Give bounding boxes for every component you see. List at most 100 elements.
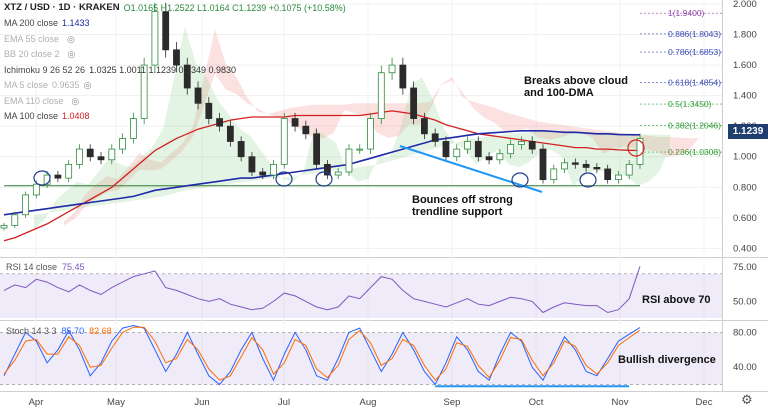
- x-tick-label: Apr: [29, 397, 44, 408]
- stoch-legend: Stoch 14 3 3 85.70 82.68: [6, 326, 112, 336]
- y-tick-label: 1.400: [733, 91, 757, 102]
- candle-body: [248, 156, 256, 173]
- fib-level-label: 0.886(1.8043): [668, 29, 721, 39]
- x-tick-label: Oct: [529, 397, 544, 408]
- indicator-list: MA 200 close 1.1433 EMA 55 close ◎ BB 20 clo…: [4, 16, 346, 125]
- candle-body: [323, 163, 331, 176]
- indicator-row[interactable]: MA 200 close 1.1433: [4, 16, 346, 32]
- candle-body: [205, 102, 213, 119]
- x-tick-label: Nov: [612, 397, 629, 408]
- indicator-value: 1.0408: [62, 111, 90, 122]
- candle-body: [140, 64, 148, 119]
- support-bounce-circle: [33, 170, 51, 186]
- candle-body: [65, 163, 73, 179]
- candle-body: [442, 141, 450, 158]
- indicator-row[interactable]: EMA 55 close ◎: [4, 31, 346, 47]
- hidden-eye-icon[interactable]: ◎: [67, 33, 75, 44]
- candle-body: [518, 141, 525, 145]
- y-tick-label: 0.800: [733, 182, 757, 193]
- stoch-tick-label: 80.00: [733, 327, 757, 338]
- y-tick-label: 1.600: [733, 60, 757, 71]
- rsi-line: [3, 266, 641, 314]
- candle-body: [604, 168, 612, 181]
- x-tick-label: Aug: [360, 397, 377, 408]
- candle-body: [496, 153, 504, 161]
- rsi-label: RSI 14 close: [6, 262, 58, 272]
- price-axis-border: [722, 0, 723, 392]
- fib-level-label: 0.5(1.3450): [668, 99, 712, 109]
- rsi-band: [0, 273, 722, 318]
- indicator-row[interactable]: BB 20 close 2 ◎: [4, 47, 346, 63]
- candle-body: [291, 118, 299, 127]
- breakout-circle: [627, 139, 645, 157]
- candle-body: [313, 133, 321, 165]
- candle-body: [76, 148, 83, 165]
- stoch-band: [0, 332, 722, 385]
- y-tick-label: 1.000: [733, 152, 757, 163]
- indicator-label: Ichimoku 9 26 52 26: [4, 64, 86, 75]
- hidden-eye-icon[interactable]: ◎: [67, 49, 76, 60]
- descending-trendline: [399, 145, 543, 193]
- candle-body: [11, 214, 19, 226]
- support-bounce-circle: [579, 172, 597, 188]
- support-bounce-circle: [315, 171, 333, 187]
- legend-panel: XTZ / USD · 1D · KRAKEN O1.0165 H1.2522 …: [4, 0, 346, 124]
- candle-body: [302, 125, 310, 135]
- candle-body: [377, 72, 385, 119]
- candle-body: [108, 148, 116, 161]
- indicator-row[interactable]: Ichimoku 9 26 52 26 1.0325 1.0011 1.1239 …: [4, 62, 346, 78]
- indicator-label: MA 200 close: [4, 18, 59, 29]
- indicator-row[interactable]: MA 5 close 0.9635 ◎: [4, 78, 346, 94]
- stoch-k-line: [3, 324, 641, 386]
- support-bounce-circle: [511, 172, 529, 188]
- candle-body: [550, 168, 558, 181]
- y-tick-label: 2.000: [733, 0, 757, 10]
- candle-body: [259, 171, 267, 176]
- annotation-stoch: Bullish divergence: [618, 354, 716, 366]
- candle-body: [334, 171, 342, 176]
- candle-body: [431, 133, 439, 142]
- candle-body: [97, 156, 105, 161]
- rsi-tick-label: 50.00: [733, 296, 757, 307]
- candle-body: [173, 49, 180, 66]
- candle-body: [625, 163, 633, 176]
- stoch-tick-label: 40.00: [733, 362, 757, 373]
- indicator-value: 1.0325 1.0011 1.1239 0.9349 0.9830: [89, 64, 237, 75]
- stoch-label: Stoch 14 3 3: [6, 326, 57, 336]
- candle-body: [129, 118, 137, 139]
- candle-body: [485, 156, 493, 161]
- indicator-value: 1.1433: [62, 18, 90, 29]
- gear-icon[interactable]: ⚙: [741, 392, 753, 407]
- current-price-badge: 1.1239: [728, 124, 768, 139]
- candle-body: [270, 163, 277, 176]
- fib-level-label: 0.786(1.6853): [668, 47, 721, 57]
- hidden-eye-icon[interactable]: ◎: [83, 80, 92, 91]
- ma200-line: [3, 130, 641, 216]
- candle-body: [194, 87, 202, 104]
- candle-body: [474, 141, 482, 158]
- annotation-breaks: Breaks above cloud and 100-DMA: [524, 75, 628, 99]
- fib-level-label: 0.236(1.0308): [668, 147, 721, 157]
- hidden-eye-icon[interactable]: ◎: [71, 95, 80, 106]
- indicator-row[interactable]: MA 100 close 1.0408: [4, 109, 346, 125]
- candle-body: [216, 118, 223, 127]
- y-tick-label: 0.600: [733, 213, 757, 224]
- fib-level-label: 0.382(1.2046): [668, 120, 721, 130]
- indicator-row[interactable]: EMA 110 close ◎: [4, 93, 346, 109]
- candle-body: [399, 64, 407, 89]
- indicator-label: MA 100 close: [4, 111, 59, 122]
- candle-body: [593, 167, 601, 170]
- rsi-value: 75.45: [62, 262, 85, 272]
- annotation-bounces: Bounces off strong trendline support: [412, 194, 513, 218]
- indicator-label: EMA 110 close: [4, 95, 64, 106]
- candle-body: [421, 118, 428, 135]
- fib-level-label: 0.618(1.4854): [668, 78, 721, 88]
- candle-body: [539, 148, 547, 181]
- stoch-d-line: [3, 326, 641, 381]
- ichimoku-cloud: [64, 29, 700, 226]
- support-bounce-circle: [275, 171, 293, 187]
- candle-body: [119, 137, 126, 150]
- indicator-label: EMA 55 close: [4, 33, 60, 44]
- y-tick-label: 0.400: [733, 243, 757, 254]
